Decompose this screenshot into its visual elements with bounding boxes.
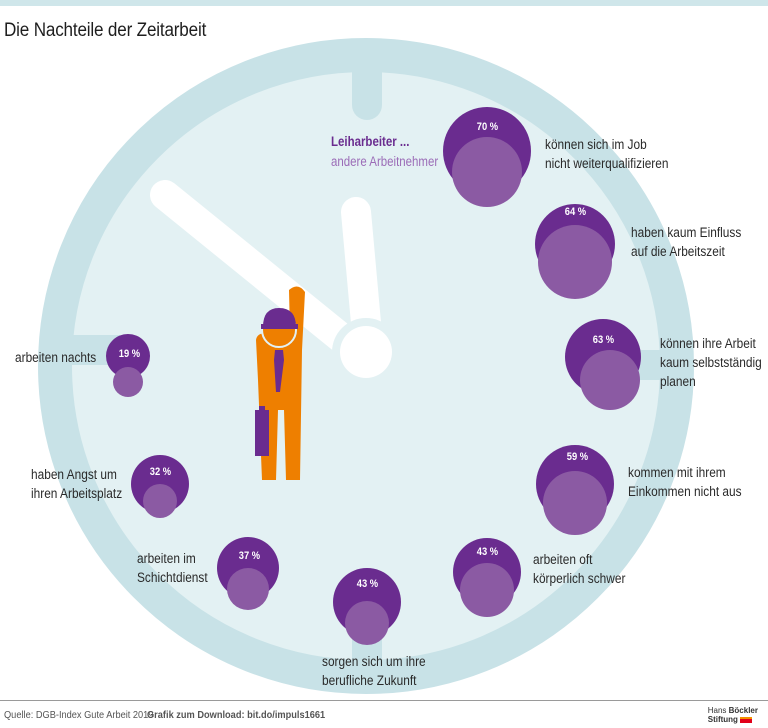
pct-label: 19 % xyxy=(118,348,141,360)
tick-12 xyxy=(352,40,382,120)
pct-label: 59 % xyxy=(566,451,589,463)
item-label-weiterqualifizieren: können sich im Job nicht weiterqualifizie… xyxy=(545,137,669,171)
footer-divider xyxy=(0,700,768,701)
item-label-selbststaendig: können ihre Arbeit kaum selbstständig plan… xyxy=(660,336,762,389)
worker-figure-icon xyxy=(255,286,305,480)
bubble-70 xyxy=(443,107,531,207)
item-label-koerperlich: arbeiten oft körperlich schwer xyxy=(533,552,626,586)
item-label-schichtdienst: arbeiten im Schichtdienst xyxy=(137,551,208,585)
hans-boeckler-logo: Hans Böckler Stiftung xyxy=(707,706,758,724)
pct-label: 32 % xyxy=(149,466,172,478)
pct-label: 43 % xyxy=(356,578,379,590)
pct-label: 64 % xyxy=(564,206,587,218)
clock-chart xyxy=(38,38,694,694)
bubble-63 xyxy=(565,319,641,410)
item-label-arbeitszeit: haben kaum Einfluss auf die Arbeitszeit xyxy=(631,225,742,259)
legend-andere-arbeitnehmer: andere Arbeitnehmer xyxy=(331,154,439,169)
pct-label: 63 % xyxy=(592,334,615,346)
bubble-43-a xyxy=(453,538,521,617)
download-link[interactable]: Grafik zum Download: bit.do/impuls1661 xyxy=(147,709,326,721)
source-text: Quelle: DGB-Index Gute Arbeit 2019 xyxy=(4,709,154,721)
top-bar xyxy=(0,0,768,6)
bubble-37 xyxy=(217,537,279,610)
pct-label: 70 % xyxy=(476,121,499,133)
legend-leiharbeiter: Leiharbeiter ... xyxy=(331,134,410,149)
pct-label: 43 % xyxy=(476,546,499,558)
hour-hand xyxy=(150,180,365,360)
bubble-59 xyxy=(536,445,614,535)
bubble-19 xyxy=(106,334,150,397)
pct-label: 37 % xyxy=(238,550,261,562)
item-label-einkommen: kommen mit ihrem Einkommen nicht aus xyxy=(628,465,742,499)
bubble-43-b xyxy=(333,568,401,645)
bubble-32 xyxy=(131,455,189,518)
logo-bar-icon xyxy=(739,716,752,723)
item-label-nachts: arbeiten nachts xyxy=(15,350,97,365)
hub xyxy=(340,326,392,378)
item-label-zukunft: sorgen sich um ihre berufliche Zukunft xyxy=(322,654,426,688)
page-title: Die Nachteile der Zeitarbeit xyxy=(4,20,207,41)
bubble-64 xyxy=(535,204,615,299)
item-label-arbeitsplatz: haben Angst um ihren Arbeitsplatz xyxy=(31,467,123,501)
